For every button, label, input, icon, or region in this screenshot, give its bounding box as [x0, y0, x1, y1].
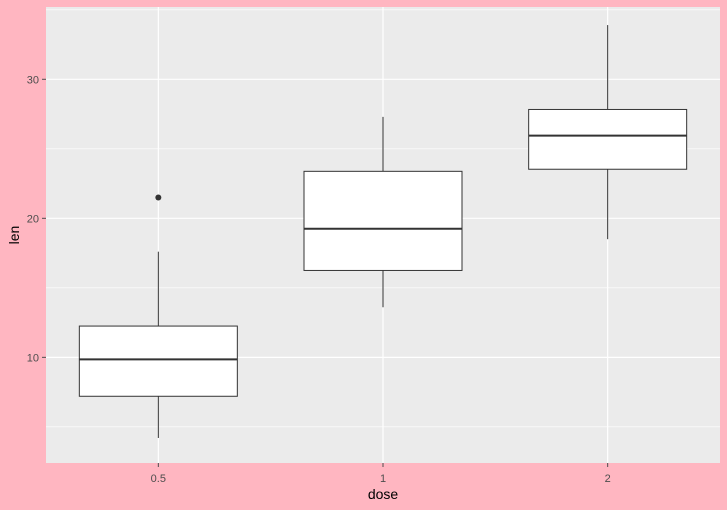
y-tick-label: 30: [27, 74, 39, 86]
y-axis-title: len: [6, 226, 22, 245]
box-iqr: [303, 170, 463, 271]
axis-layer: 10 20 30 0.5 1 2: [27, 74, 611, 485]
box-group: [303, 116, 463, 308]
x-axis-title: dose: [368, 486, 399, 502]
x-tick-label: 2: [605, 473, 611, 485]
box-iqr: [528, 108, 688, 170]
x-tick-label: 1: [380, 473, 386, 485]
y-tick-label: 20: [27, 213, 39, 225]
y-tick-label: 10: [27, 352, 39, 364]
x-tick-label: 0.5: [151, 473, 166, 485]
box-layer: [78, 25, 688, 438]
box-group: [528, 25, 688, 240]
box-iqr: [78, 325, 238, 397]
box-group: [78, 194, 238, 438]
outlier-point: [155, 194, 162, 201]
